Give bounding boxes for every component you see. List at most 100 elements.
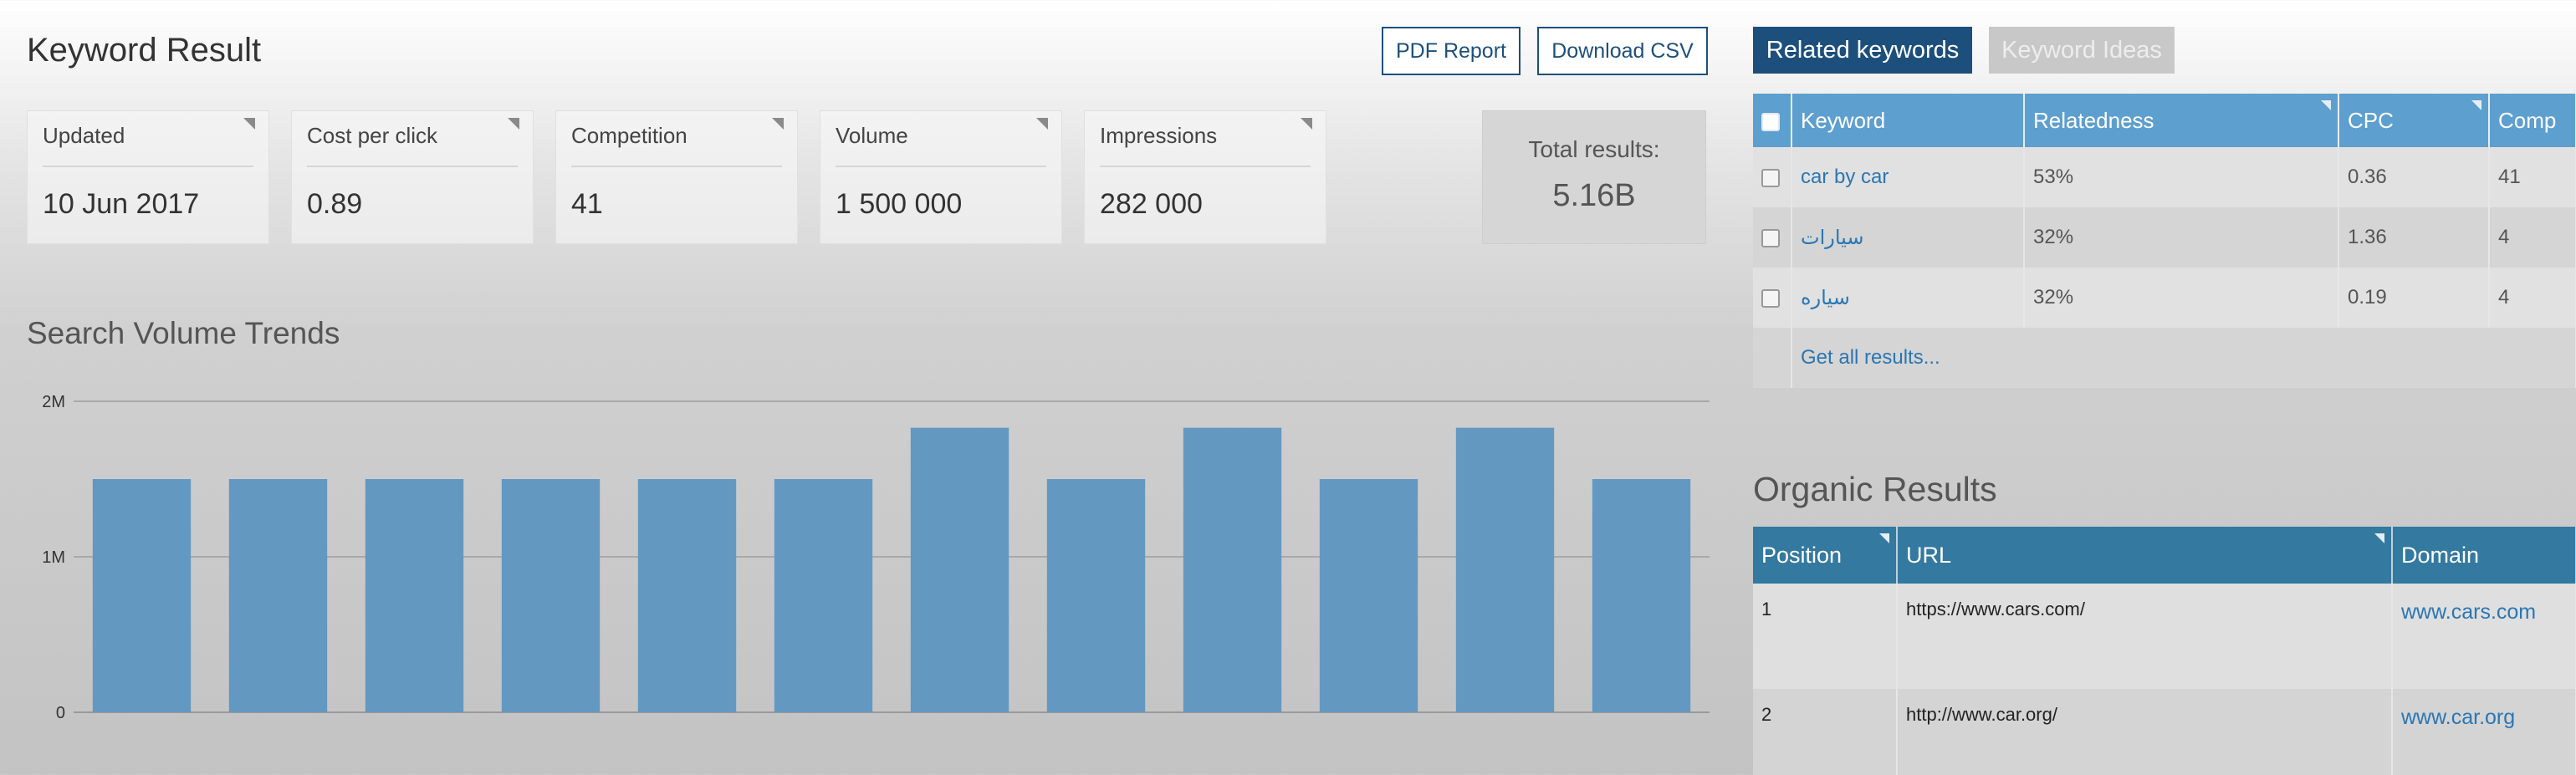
column-header-domain[interactable]: Domain	[2392, 527, 2576, 584]
table-row: سيارات 32% 1.36 4	[1753, 207, 2576, 268]
related-keywords-table: Keyword Relatedness CPC Comp car by car …	[1753, 94, 2576, 388]
comp-cell: 4	[2489, 207, 2576, 268]
empty-cell	[1753, 328, 1792, 388]
chart-bar[interactable]	[910, 427, 1009, 712]
url-cell: https://www.cars.com/	[1897, 584, 2393, 689]
divider	[836, 166, 1046, 167]
cpc-cell: 1.36	[2338, 207, 2490, 268]
cpc-cell: 0.36	[2338, 147, 2490, 207]
corner-marker-icon	[1301, 118, 1312, 130]
select-all-header	[1753, 94, 1792, 147]
stat-card-impressions: Impressions 282 000	[1084, 110, 1326, 244]
column-header-relatedness[interactable]: Relatedness	[2024, 94, 2339, 147]
column-header-keyword[interactable]: Keyword	[1791, 94, 2025, 147]
column-label: Relatedness	[2033, 107, 2154, 133]
chart-bar[interactable]	[1592, 479, 1691, 712]
page-title: Keyword Result	[27, 32, 262, 69]
keyword-cell: سياره	[1791, 268, 2025, 328]
stat-value: 0.89	[307, 188, 363, 220]
y-tick-label: 2M	[42, 393, 65, 411]
column-label: Comp	[2498, 107, 2557, 133]
row-checkbox[interactable]	[1761, 288, 1780, 308]
keyword-link[interactable]: سيارات	[1801, 226, 1864, 249]
row-checkbox[interactable]	[1761, 228, 1780, 247]
y-tick-label: 0	[56, 704, 65, 722]
stat-card-competition: Competition 41	[555, 110, 798, 244]
chart-bar[interactable]	[637, 479, 737, 712]
column-label: Position	[1761, 542, 1843, 568]
total-results-box: Total results: 5.16B	[1482, 110, 1706, 244]
chart-bar[interactable]	[1046, 479, 1146, 712]
table-row: 2 http://www.car.org/ www.car.org	[1753, 689, 2576, 775]
column-label: URL	[1906, 542, 1952, 568]
position-cell: 1	[1753, 584, 1898, 689]
table-row: 1 https://www.cars.com/ www.cars.com	[1753, 584, 2576, 689]
corner-marker-icon	[243, 118, 255, 130]
domain-link[interactable]: www.car.org	[2392, 689, 2576, 775]
total-results-value: 5.16B	[1552, 178, 1636, 213]
stat-value: 41	[571, 188, 603, 220]
chart-bar[interactable]	[92, 479, 192, 712]
tab-keyword-ideas[interactable]: Keyword Ideas	[1989, 27, 2175, 74]
chart-title: Search Volume Trends	[27, 316, 340, 350]
chart-bar[interactable]	[365, 479, 464, 712]
organic-results-table: Position URL Domain 1 https://www.cars.c…	[1753, 527, 2576, 775]
keyword-cell: car by car	[1791, 147, 2025, 207]
relatedness-cell: 53%	[2024, 147, 2339, 207]
stat-value: 282 000	[1100, 188, 1203, 220]
relatedness-cell: 32%	[2024, 268, 2339, 328]
keyword-link[interactable]: سياره	[1801, 286, 1850, 309]
stat-label: Cost per click	[307, 123, 438, 148]
divider	[43, 166, 253, 167]
divider	[571, 166, 782, 167]
column-header-comp[interactable]: Comp	[2489, 94, 2576, 147]
corner-marker-icon	[1036, 118, 1048, 130]
column-header-cpc[interactable]: CPC	[2338, 94, 2490, 147]
column-header-position[interactable]: Position	[1753, 527, 1898, 584]
select-all-checkbox[interactable]	[1761, 112, 1780, 131]
comp-cell: 4	[2489, 268, 2576, 328]
search-volume-chart: 0 1M 2M	[42, 393, 1710, 722]
table-row: car by car 53% 0.36 41	[1753, 147, 2576, 207]
domain-link[interactable]: www.cars.com	[2392, 584, 2576, 689]
column-header-url[interactable]: URL	[1897, 527, 2393, 584]
organic-results-title: Organic Results	[1753, 470, 1997, 508]
chart-bar[interactable]	[774, 479, 873, 712]
stat-label: Updated	[43, 123, 125, 148]
sort-indicator-icon	[1879, 533, 1889, 543]
chart-bar[interactable]	[1455, 427, 1555, 712]
sort-indicator-icon	[2471, 100, 2481, 110]
sort-indicator-icon	[2374, 533, 2384, 543]
comp-cell: 41	[2489, 147, 2576, 207]
row-select-cell	[1753, 207, 1792, 268]
stat-card-cpc: Cost per click 0.89	[291, 110, 534, 244]
chart-bar[interactable]	[501, 479, 601, 712]
column-label: Keyword	[1801, 107, 1886, 133]
stat-value: 1 500 000	[836, 188, 963, 220]
row-checkbox[interactable]	[1761, 168, 1780, 187]
column-label: CPC	[2348, 107, 2394, 133]
stat-label: Volume	[836, 123, 908, 148]
keyword-link[interactable]: car by car	[1801, 166, 1889, 188]
get-all-results-link[interactable]: Get all results...	[1801, 346, 1940, 369]
stat-label: Competition	[571, 123, 687, 148]
corner-marker-icon	[508, 118, 519, 130]
chart-bar[interactable]	[228, 479, 328, 712]
row-select-cell	[1753, 268, 1792, 328]
y-tick-label: 1M	[42, 548, 65, 567]
tab-related-keywords[interactable]: Related keywords	[1753, 27, 1972, 74]
stat-card-updated: Updated 10 Jun 2017	[27, 110, 269, 244]
url-cell: http://www.car.org/	[1897, 689, 2393, 775]
position-cell: 2	[1753, 689, 1898, 775]
chart-bar[interactable]	[1319, 479, 1418, 712]
column-label: Domain	[2401, 542, 2480, 568]
pdf-report-button[interactable]: PDF Report	[1382, 27, 1521, 75]
cpc-cell: 0.19	[2338, 268, 2490, 328]
stat-card-volume: Volume 1 500 000	[820, 110, 1062, 244]
download-csv-button[interactable]: Download CSV	[1537, 27, 1708, 75]
chart-bar[interactable]	[1183, 427, 1282, 712]
sort-indicator-icon	[2321, 100, 2331, 110]
stat-label: Impressions	[1100, 123, 1218, 148]
row-select-cell	[1753, 147, 1792, 207]
corner-marker-icon	[772, 118, 784, 130]
